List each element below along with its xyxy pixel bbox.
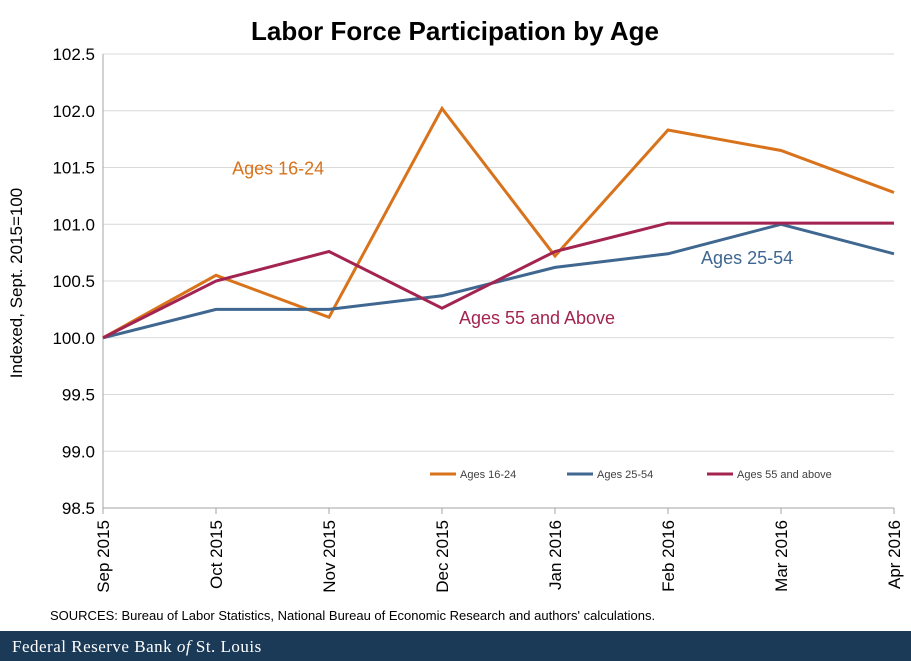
y-tick-label: 101.0 (52, 215, 95, 234)
legend: Ages 16-24 Ages 25-54 Ages 55 and above (430, 469, 832, 481)
series-lines (102, 105, 895, 340)
y-tick-label: 101.5 (52, 159, 95, 178)
legend-label-3: Ages 55 and above (737, 469, 832, 481)
y-tick-label: 100.5 (52, 272, 95, 291)
y-tick-label: 99.5 (62, 386, 95, 405)
legend-label-1: Ages 16-24 (460, 469, 516, 481)
series-annotation-1: Ages 16-24 (232, 158, 324, 178)
footer-bank-name: Federal Reserve Bank (12, 637, 173, 656)
y-tick-label: 100.0 (52, 329, 95, 348)
x-tick-label: Oct 2015 (207, 520, 226, 589)
source-note: SOURCES: Bureau of Labor Statistics, Nat… (50, 608, 655, 623)
series-line-1 (102, 105, 895, 340)
legend-label-2: Ages 25-54 (597, 469, 653, 481)
footer-city: St. Louis (195, 637, 262, 656)
chart-title: Labor Force Participation by Age (251, 16, 659, 46)
x-tick-label: Sep 2015 (94, 520, 113, 593)
y-tick-label: 98.5 (62, 499, 95, 518)
x-tick-label: Dec 2015 (433, 520, 452, 593)
footer-of: of (176, 637, 192, 656)
y-tick-label: 99.0 (62, 442, 95, 461)
y-tick-label: 102.0 (52, 102, 95, 121)
series-annotation-3: Ages 55 and Above (459, 308, 615, 328)
series-annotations: Ages 16-24 Ages 25-54 Ages 55 and Above (232, 158, 793, 328)
x-tick-label: Jan 2016 (546, 520, 565, 590)
x-tick-label: Mar 2016 (772, 520, 791, 592)
y-tick-labels: 98.5 99.0 99.5 100.0 100.5 101.0 101.5 102.0 102… (52, 45, 95, 518)
series-annotation-2: Ages 25-54 (701, 248, 793, 268)
axes (102, 54, 895, 514)
x-tick-label: Feb 2016 (659, 520, 678, 592)
x-tick-labels: Sep 2015 Oct 2015 Nov 2015 Dec 2015 Jan 2016… (94, 520, 904, 593)
series-line-3 (102, 221, 894, 340)
footer-bar: Federal Reserve Bank of St. Louis (0, 631, 911, 661)
x-tick-label: Apr 2016 (885, 520, 904, 589)
y-tick-label: 102.5 (52, 45, 95, 64)
line-chart: Labor Force Participation by Age 98.5 99.… (7, 16, 904, 623)
footer-logo-text: Federal Reserve Bank of St. Louis (12, 637, 262, 657)
series-line-2 (102, 222, 895, 340)
y-axis-label: Indexed, Sept. 2015=100 (7, 188, 26, 378)
x-tick-label: Nov 2015 (320, 520, 339, 593)
